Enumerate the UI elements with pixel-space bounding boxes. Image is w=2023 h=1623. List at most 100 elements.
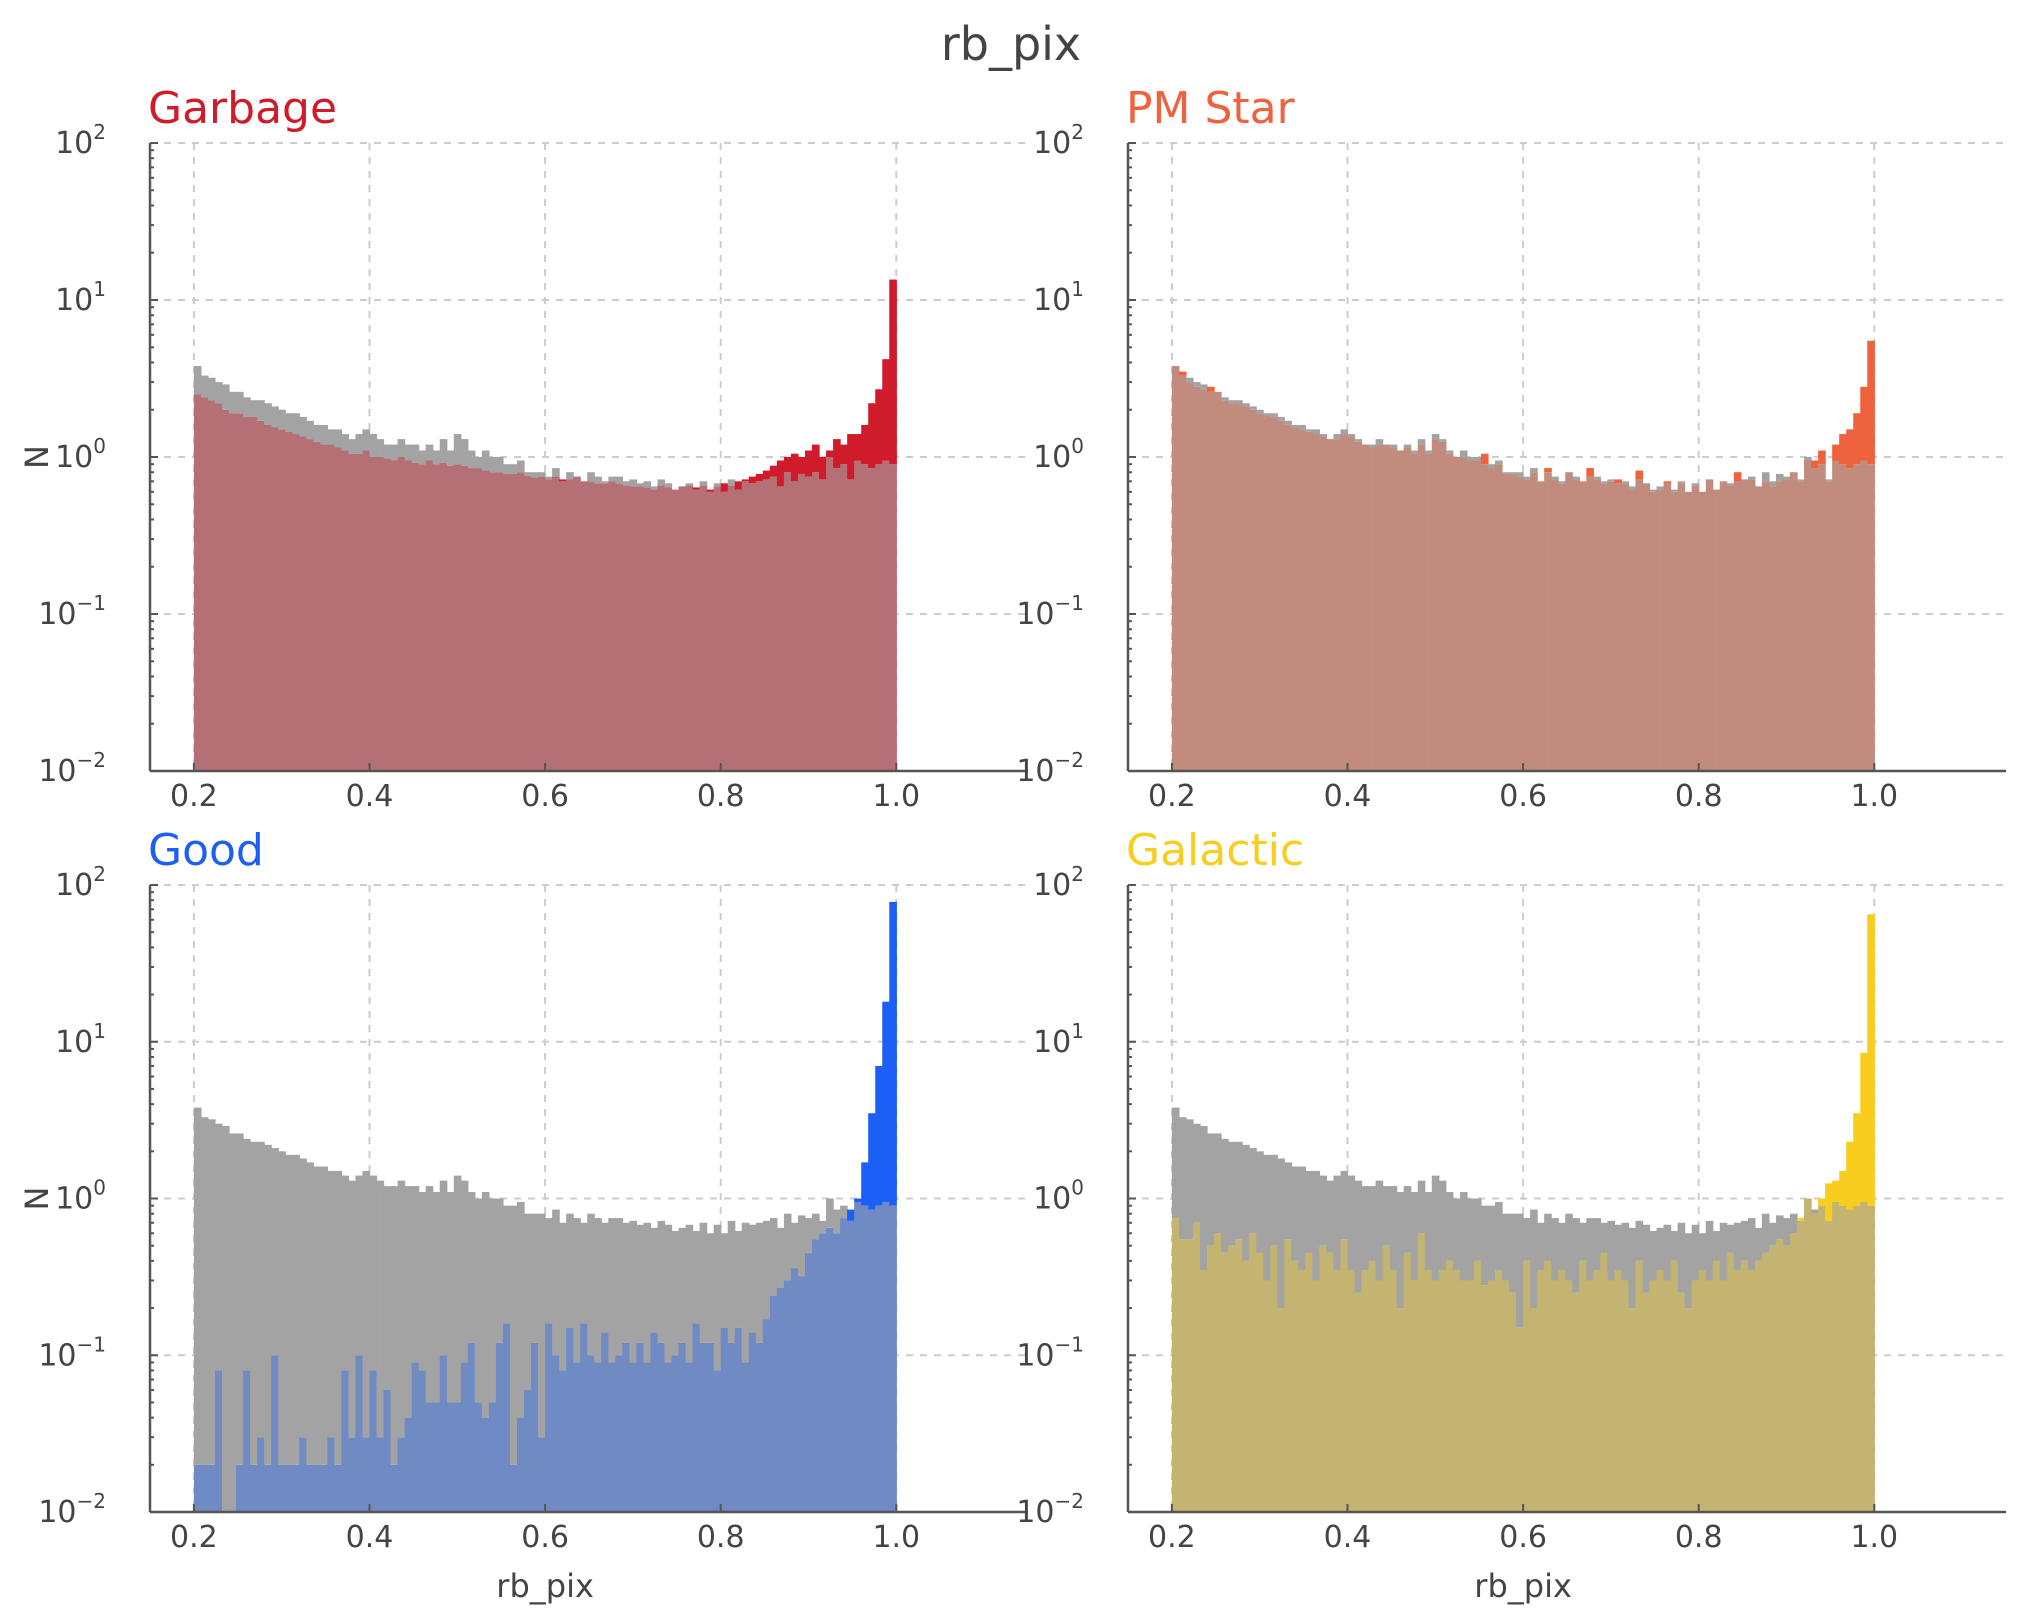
hist-bar-overlap <box>762 479 771 771</box>
hist-bar-overlap <box>1340 434 1349 771</box>
hist-bar-overlap <box>418 464 427 771</box>
hist-bar-overlap <box>1326 439 1335 771</box>
hist-bar-overlap <box>826 457 834 771</box>
hist-bar-all <box>699 1222 708 1343</box>
hist-bar-overlap <box>1403 447 1412 771</box>
hist-bar-overlap <box>1185 382 1194 771</box>
hist-bar-overlap <box>1263 1280 1271 1512</box>
hist-bar-class <box>1832 444 1840 461</box>
hist-bar-all <box>446 450 455 466</box>
hist-bar-all <box>1607 1220 1616 1281</box>
hist-bar-overlap <box>1811 468 1819 771</box>
hist-bar-overlap <box>1551 479 1559 771</box>
hist-bar-all <box>327 429 335 445</box>
hist-bar-overlap <box>636 486 645 771</box>
hist-bar-overlap <box>1347 436 1356 771</box>
hist-bar-overlap <box>1361 1269 1370 1512</box>
hist-bar-overlap <box>250 416 258 771</box>
hist-bar-all <box>1242 1144 1250 1261</box>
hist-bar-all <box>1621 481 1630 484</box>
hist-bar-all <box>1565 1213 1573 1281</box>
y-tick-label: 10−2 <box>38 1489 106 1530</box>
x-tick-label: 0.4 <box>346 1520 394 1555</box>
hist-bar-overlap <box>608 481 616 771</box>
hist-bar-all <box>1424 1192 1433 1270</box>
hist-bar-all <box>826 1198 834 1228</box>
hist-bar-overlap <box>552 476 560 771</box>
hist-bar-overlap <box>776 1287 785 1512</box>
hist-bar-overlap <box>306 439 314 771</box>
hist-bar-all <box>524 472 532 476</box>
hist-bar-overlap <box>207 1464 216 1512</box>
hist-bar-all <box>362 1170 371 1438</box>
hist-bar-overlap <box>1298 1269 1306 1512</box>
hist-bar-all <box>418 1192 427 1371</box>
x-tick-label: 0.6 <box>1499 1520 1547 1555</box>
hist-bar-class <box>868 1113 876 1210</box>
hist-bar-all <box>243 397 251 417</box>
hist-bar-overlap <box>1326 1252 1335 1512</box>
hist-bar-class <box>833 439 841 469</box>
hist-bar-overlap <box>650 1332 659 1512</box>
hist-bar-overlap <box>826 1227 834 1512</box>
hist-bar-overlap <box>1677 483 1686 771</box>
hist-bar-overlap <box>1319 436 1328 771</box>
hist-bar-overlap <box>236 413 244 771</box>
hist-bar-all <box>1656 486 1665 490</box>
hist-bar-all <box>207 377 216 401</box>
hist-bar-all <box>1811 1209 1819 1214</box>
hist-bar-all <box>1312 1170 1321 1281</box>
hist-bar-overlap <box>1530 1308 1538 1512</box>
hist-bar-overlap <box>502 473 511 771</box>
hist-bar-overlap <box>1733 481 1742 771</box>
hist-bar-class <box>889 901 897 1206</box>
hist-bar-class <box>748 476 757 484</box>
hist-bar-overlap <box>495 1342 504 1512</box>
hist-bar-all <box>1495 1201 1503 1270</box>
hist-bar-all <box>1410 450 1419 454</box>
hist-bar-overlap <box>1396 450 1405 771</box>
panel-title: PM Star <box>1126 83 1296 134</box>
hist-bar-all <box>495 1198 504 1343</box>
hist-bar-overlap <box>552 1355 560 1512</box>
hist-bar-all <box>1579 1222 1587 1261</box>
hist-bar-overlap <box>1782 1245 1791 1512</box>
hist-bar-overlap <box>243 1370 251 1512</box>
hist-bar-class <box>762 470 771 480</box>
hist-bar-all <box>1698 1233 1707 1270</box>
hist-bar-class <box>790 453 799 482</box>
hist-bar-all <box>250 1141 258 1465</box>
hist-bar-class <box>720 483 729 492</box>
hist-bar-overlap <box>629 1362 638 1512</box>
hist-bar-overlap <box>790 1268 799 1512</box>
hist-bar-overlap <box>1867 464 1875 771</box>
hist-bar-all <box>552 1209 560 1356</box>
hist-bar-all <box>383 1186 392 1391</box>
hist-bar-all <box>713 1224 722 1371</box>
hist-bar-class <box>1586 468 1594 477</box>
hist-bar-all <box>1747 1218 1756 1270</box>
hist-bar-class <box>840 444 848 465</box>
hist-bar-all <box>488 1198 497 1403</box>
hist-bar-all <box>1466 1198 1475 1281</box>
hist-bar-all <box>1691 483 1700 486</box>
hist-bar-overlap <box>488 1402 497 1512</box>
hist-bar-all <box>1628 1227 1637 1309</box>
hist-bar-overlap <box>1452 457 1461 771</box>
hist-bar-overlap <box>278 1464 286 1512</box>
x-tick-label: 0.8 <box>697 1520 745 1555</box>
hist-bar-class <box>1818 450 1826 465</box>
hist-bar-all <box>664 1224 673 1363</box>
hist-bar-overlap <box>1382 1245 1391 1512</box>
hist-bar-all <box>320 1166 328 1465</box>
y-tick-label: 100 <box>55 1176 106 1217</box>
hist-bar-all <box>425 1186 434 1403</box>
hist-bar-all <box>573 1218 581 1363</box>
hist-bar-overlap <box>446 465 455 771</box>
hist-bar-all <box>559 1222 567 1371</box>
hist-bar-all <box>812 1213 820 1240</box>
hist-bar-all <box>418 450 427 465</box>
hist-bar-overlap <box>1389 1269 1398 1512</box>
hist-bar-overlap <box>1473 460 1482 771</box>
hist-bar-overlap <box>1670 491 1679 771</box>
